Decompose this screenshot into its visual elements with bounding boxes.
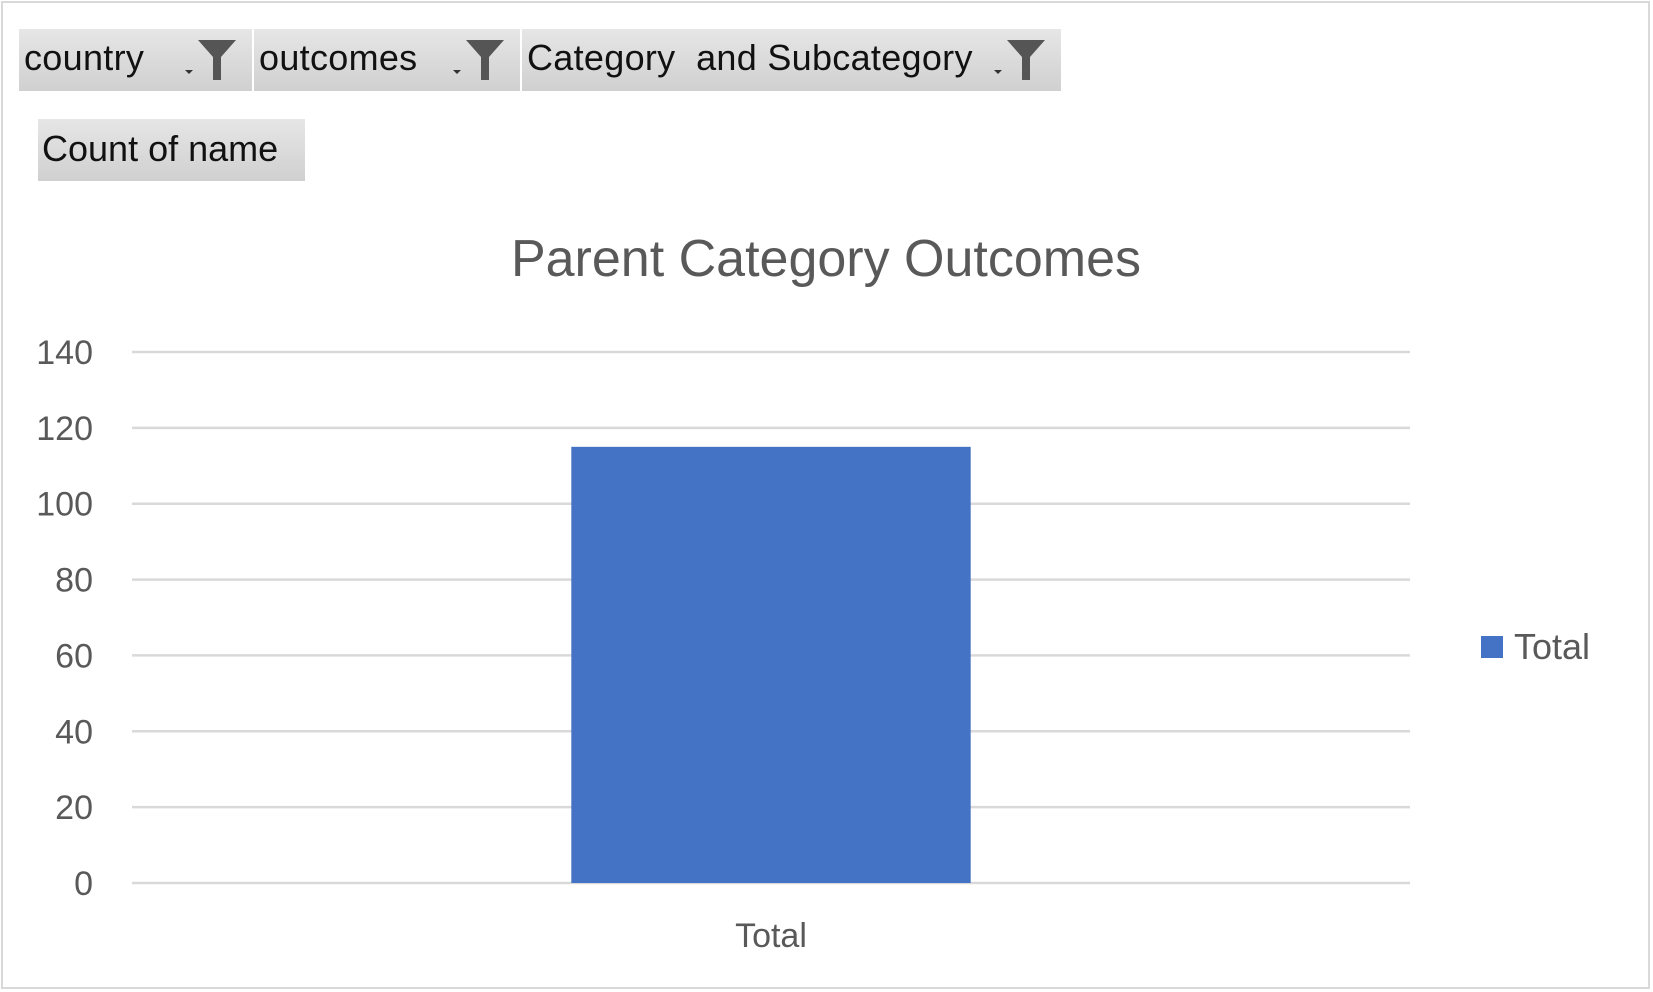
filter-button-category-subcategory[interactable]: Category and Subcategory [522, 29, 1063, 91]
value-field-button-count-of-name[interactable]: Count of name [38, 119, 305, 181]
legend-swatch [1481, 636, 1503, 658]
filter-button-outcomes[interactable]: outcomes [254, 29, 522, 91]
y-tick-label: 80 [55, 562, 93, 600]
legend: Total [1481, 626, 1590, 667]
y-tick-label: 0 [74, 865, 93, 903]
y-axis-tick-labels: 0 20 40 60 80 100 120 140 [36, 334, 93, 903]
y-tick-label: 140 [36, 334, 93, 372]
dropdown-arrow-icon [994, 70, 1002, 74]
filter-button-country[interactable]: country [19, 29, 254, 91]
filter-funnel-icon[interactable] [465, 39, 505, 81]
chart-title: Parent Category Outcomes [511, 230, 1141, 288]
bars [571, 446, 971, 883]
y-tick-label: 120 [36, 410, 93, 448]
filter-label-country: country [24, 37, 145, 78]
filter-label-category-subcategory: Category and Subcategory [527, 37, 973, 78]
y-tick-label: 100 [36, 486, 93, 524]
filter-label-outcomes: outcomes [259, 37, 418, 78]
bar[interactable] [571, 446, 971, 883]
y-tick-label: 40 [55, 713, 93, 751]
value-field-label: Count of name [42, 128, 279, 169]
x-category-label: Total [735, 917, 807, 955]
dropdown-arrow-icon [185, 70, 193, 74]
filter-funnel-icon[interactable] [197, 39, 237, 81]
report-filter-bar: country outcomes Category and Subcategor… [19, 29, 1063, 91]
y-tick-label: 60 [55, 637, 93, 675]
y-tick-label: 20 [55, 789, 93, 827]
dropdown-arrow-icon [453, 70, 461, 74]
filter-funnel-icon[interactable] [1006, 39, 1046, 81]
x-axis-category-labels: Total [735, 917, 807, 955]
legend-label: Total [1514, 626, 1590, 667]
